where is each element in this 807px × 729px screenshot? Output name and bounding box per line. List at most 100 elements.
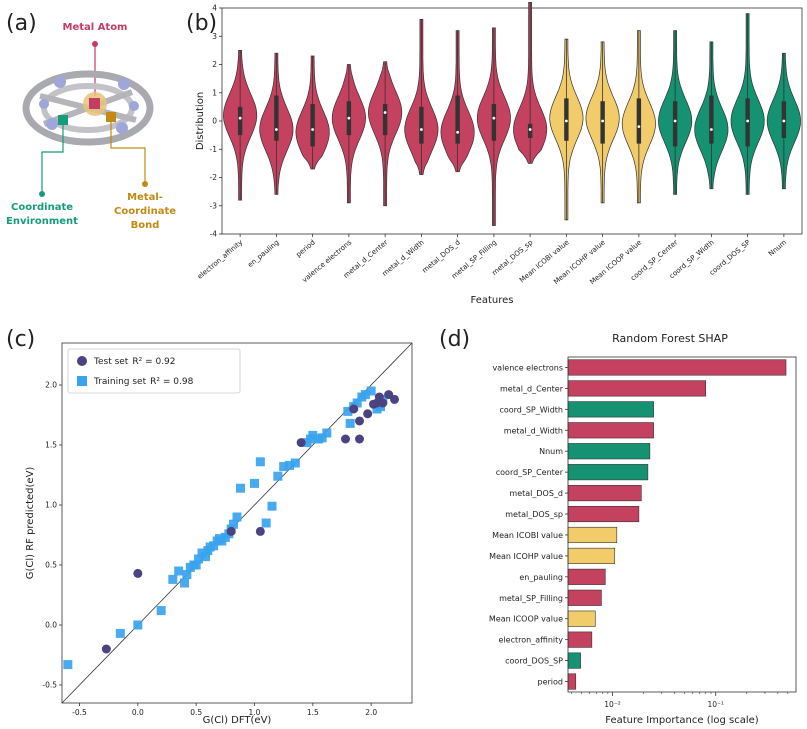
violin-iqr-box [310, 104, 315, 147]
violin-median [347, 116, 351, 120]
nitrogen-atom [39, 99, 49, 109]
training-point [63, 660, 73, 670]
x-tick-label: en_pauling [246, 238, 280, 269]
x-tick-label: electron_affinity [196, 238, 244, 280]
x-tick-label: 0.0 [132, 708, 144, 717]
x-tick-label: Nnum [767, 238, 788, 258]
legend-training-marker [77, 376, 87, 386]
training-point [133, 620, 143, 630]
x-tick-label: 0.5 [190, 708, 202, 717]
violin-iqr-box [636, 98, 642, 144]
x-tick-label: period [295, 238, 317, 258]
training-point [360, 390, 370, 400]
legend-test-marker [77, 356, 87, 366]
violin-iqr-box [781, 101, 787, 138]
bar-period [567, 673, 577, 690]
bar-coord_DOS_SP [567, 652, 581, 669]
bar-label: metal_DOS_d [509, 489, 563, 498]
legend-training-label: Training set R² = 0.98 [93, 377, 194, 387]
training-point [285, 460, 294, 470]
violin-median [601, 119, 605, 123]
training-point [290, 458, 300, 468]
x-tick-label: 10⁻² [604, 700, 621, 709]
legend-box [67, 348, 241, 394]
nitrogen-atom [54, 76, 66, 88]
violin-iqr-box [672, 101, 678, 147]
violin-iqr-box [419, 106, 424, 144]
violin-iqr-box [382, 104, 388, 136]
training-point [317, 433, 327, 443]
panel-label-b: (b) [186, 11, 217, 36]
training-point [261, 518, 271, 528]
bar-metal_d_Center [567, 380, 707, 397]
bar-valence electrons [567, 359, 787, 376]
bar-label: valence electrons [492, 363, 563, 372]
bond-label-line1: Metal- [127, 192, 163, 203]
violin-plot: -4 -3 -2 -1 0 1 2 3 4 electron_affinity en_pauling… [195, 2, 803, 306]
y-tick-label: 1.5 [45, 441, 57, 450]
bar-metal_SP_Filling [567, 589, 602, 606]
y-tick-label: 3 [212, 32, 217, 41]
training-point [255, 457, 265, 467]
bar-label: Mean ICOHP value [489, 552, 563, 561]
bar-label: coord_DOS_SP [505, 657, 563, 666]
training-point [322, 428, 332, 438]
legend-training-name: Training set [93, 377, 147, 387]
nitrogen-atom [118, 78, 130, 90]
x-tick-label: -0.5 [72, 708, 87, 717]
metal-atom-marker [89, 98, 100, 109]
y-tick-label: 2.0 [45, 381, 57, 390]
coord-env-label-line1: Coordinate [11, 202, 73, 213]
violin-iqr-box [491, 104, 497, 141]
training-point [201, 552, 210, 562]
violin-median [709, 128, 713, 131]
bar-label: coord_SP_Center [496, 468, 564, 477]
y-tick-label: 0 [212, 117, 217, 126]
violin-median [274, 128, 278, 131]
bond-label-line2: Coordinate [114, 206, 176, 217]
test-point [355, 434, 364, 444]
bond-label-line3: Bond [131, 220, 160, 231]
training-point [236, 483, 245, 493]
scatter-plot: -0.5 0.0 0.5 1.0 1.5 2.0 -0.5 0.0 0.5 1.0 1.5 2.0 Te… [25, 342, 413, 726]
y-axis-label: Distribution [195, 92, 206, 150]
y-tick-label: 0.5 [45, 561, 57, 570]
bar-metal_DOS_d [567, 485, 642, 502]
bar-label: metal_d_Center [500, 384, 564, 393]
violin-iqr-box [709, 95, 714, 144]
y-tick-label: -0.5 [42, 681, 57, 690]
bar-label: electron_affinity [499, 636, 564, 645]
violin-median [311, 128, 315, 131]
x-axis-label: Feature Importance (log scale) [605, 715, 759, 726]
violin-iqr-box [527, 123, 533, 138]
training-point [194, 554, 203, 564]
violin-median [746, 119, 750, 123]
bond-marker [106, 112, 116, 122]
nitrogen-atom [46, 118, 58, 130]
bar-label: en_pauling [519, 573, 563, 582]
training-point [156, 606, 166, 616]
violin-median [637, 125, 641, 129]
test-point [226, 526, 236, 536]
violin-median [564, 119, 568, 123]
training-point [180, 578, 189, 588]
bar-coord_SP_Width [567, 401, 654, 418]
bar-label: Mean ICOOP value [489, 615, 563, 624]
coord-env-pointer [41, 125, 64, 194]
test-point [374, 392, 384, 402]
bar-en_pauling [567, 568, 606, 585]
x-tick-label: 1.0 [249, 708, 261, 717]
nitrogen-atom [129, 101, 139, 111]
bar-coord_SP_Center [567, 464, 649, 481]
x-tick-label: 10⁻¹ [707, 700, 724, 709]
panel-label-c: (c) [6, 327, 35, 352]
violin-iqr-box [564, 98, 569, 141]
training-point [352, 398, 362, 408]
bar-label: metal_d_Width [504, 426, 563, 435]
training-point [182, 570, 192, 580]
y-axis-label: G(Cl) RF predicted(eV) [25, 467, 36, 580]
y-tick-label: -3 [210, 201, 218, 210]
molecule-frame [22, 70, 154, 146]
y-tick-label: -4 [210, 230, 218, 239]
